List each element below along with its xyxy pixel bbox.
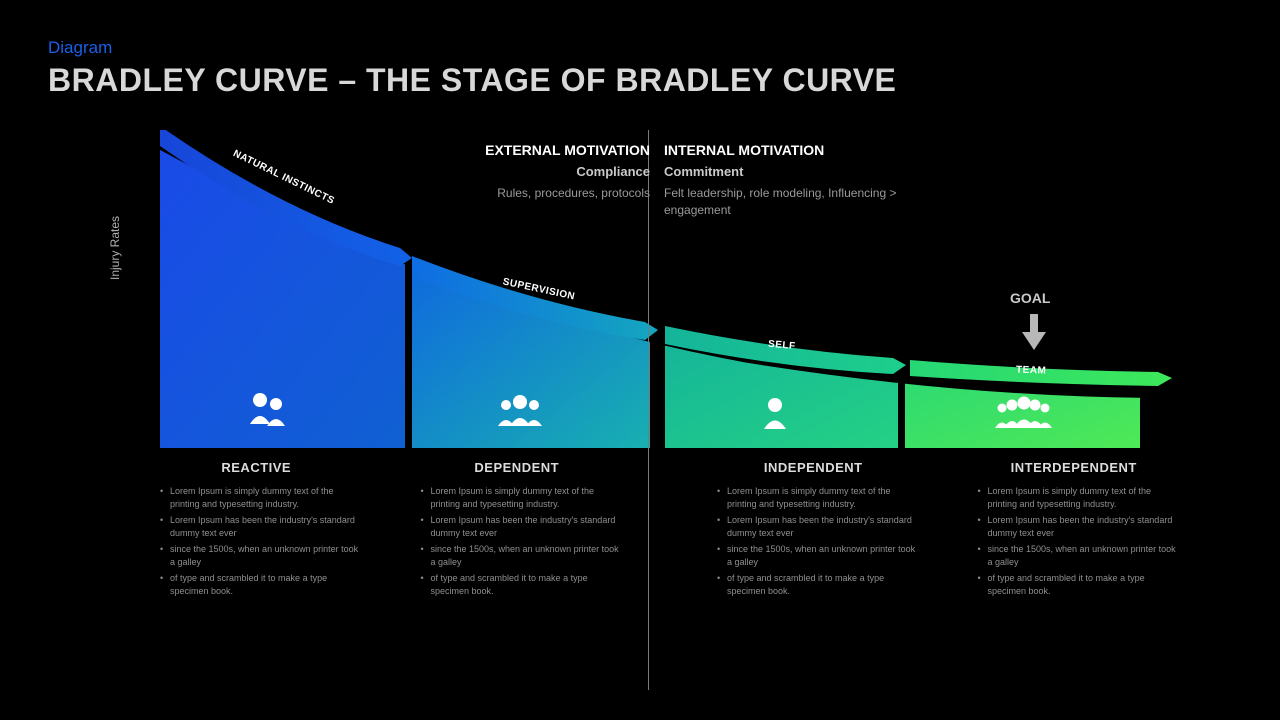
stage-dependent: DEPENDENT Lorem Ipsum is simply dummy te…	[411, 460, 624, 601]
bullet: of type and scrambled it to make a type …	[421, 572, 624, 598]
bullet: Lorem Ipsum is simply dummy text of the …	[978, 485, 1181, 511]
bullet: Lorem Ipsum has been the industry's stan…	[160, 514, 363, 540]
internal-motivation-title: INTERNAL MOTIVATION	[664, 142, 924, 158]
internal-motivation-sub: Commitment	[664, 164, 924, 179]
diagram-subtitle: Diagram	[48, 38, 112, 58]
stage-bullets: Lorem Ipsum is simply dummy text of the …	[968, 485, 1181, 598]
stage-title: REACTIVE	[150, 460, 363, 475]
goal-arrow-icon	[1020, 312, 1048, 352]
y-axis-label: Injury Rates	[108, 216, 122, 280]
band-label-self: SELF	[768, 339, 796, 352]
bullet: Lorem Ipsum is simply dummy text of the …	[421, 485, 624, 511]
stage-bullets: Lorem Ipsum is simply dummy text of the …	[707, 485, 920, 598]
internal-motivation-desc: Felt leadership, role modeling, Influenc…	[664, 185, 924, 219]
stage-bullets: Lorem Ipsum is simply dummy text of the …	[150, 485, 363, 598]
stage-title: DEPENDENT	[411, 460, 624, 475]
stage-reactive: REACTIVE Lorem Ipsum is simply dummy tex…	[150, 460, 363, 601]
bullet: Lorem Ipsum has been the industry's stan…	[421, 514, 624, 540]
internal-motivation-block: INTERNAL MOTIVATION Commitment Felt lead…	[664, 142, 924, 219]
external-motivation-block: EXTERNAL MOTIVATION Compliance Rules, pr…	[390, 142, 650, 202]
external-motivation-title: EXTERNAL MOTIVATION	[390, 142, 650, 158]
bullet: of type and scrambled it to make a type …	[717, 572, 920, 598]
bullet: Lorem Ipsum has been the industry's stan…	[978, 514, 1181, 540]
stage-interdependent: INTERDEPENDENT Lorem Ipsum is simply dum…	[968, 460, 1181, 601]
bullet: of type and scrambled it to make a type …	[978, 572, 1181, 598]
stage-independent: INDEPENDENT Lorem Ipsum is simply dummy …	[707, 460, 920, 601]
bullet: since the 1500s, when an unknown printer…	[160, 543, 363, 569]
bullet: Lorem Ipsum has been the industry's stan…	[717, 514, 920, 540]
bullet: since the 1500s, when an unknown printer…	[421, 543, 624, 569]
stage-bullets: Lorem Ipsum is simply dummy text of the …	[411, 485, 624, 598]
bullet: Lorem Ipsum is simply dummy text of the …	[160, 485, 363, 511]
bullet: Lorem Ipsum is simply dummy text of the …	[717, 485, 920, 511]
goal-label: GOAL	[1010, 290, 1050, 306]
bullet: since the 1500s, when an unknown printer…	[978, 543, 1181, 569]
bullet: since the 1500s, when an unknown printer…	[717, 543, 920, 569]
band-label-team: TEAM	[1016, 364, 1047, 376]
motivation-divider	[648, 130, 649, 690]
external-motivation-desc: Rules, procedures, protocols	[390, 185, 650, 202]
external-motivation-sub: Compliance	[390, 164, 650, 179]
stage-columns: REACTIVE Lorem Ipsum is simply dummy tex…	[150, 460, 1180, 601]
page-title: BRADLEY CURVE – THE STAGE OF BRADLEY CUR…	[48, 62, 896, 99]
stage-title: INTERDEPENDENT	[968, 460, 1181, 475]
stage-title: INDEPENDENT	[707, 460, 920, 475]
bullet: of type and scrambled it to make a type …	[160, 572, 363, 598]
